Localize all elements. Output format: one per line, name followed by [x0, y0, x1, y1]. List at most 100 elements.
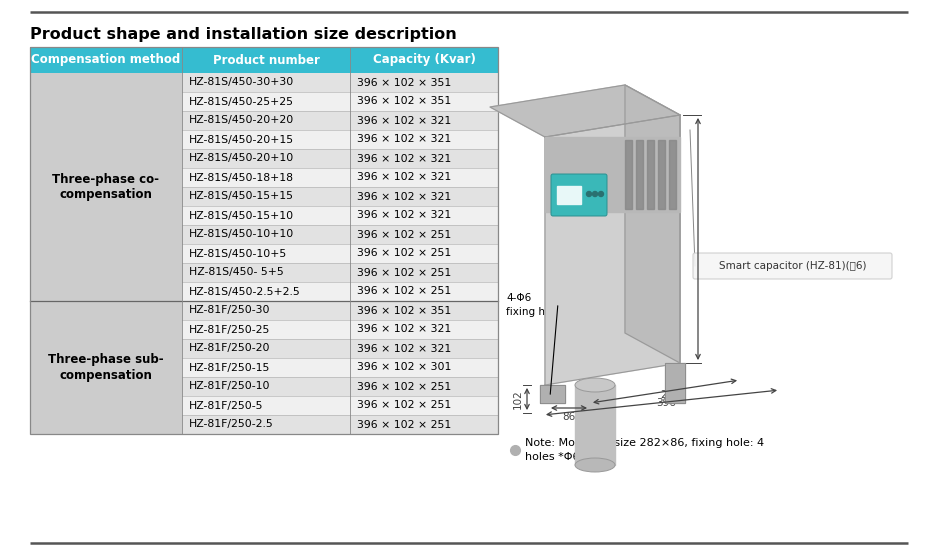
Bar [30, 396, 182, 415]
Text: Smart capacitor (HZ-81)(图6): Smart capacitor (HZ-81)(图6) [719, 261, 867, 271]
Text: 396 × 102 × 251: 396 × 102 × 251 [357, 381, 451, 391]
Bar [30, 47, 498, 73]
Text: 396 × 102 × 251: 396 × 102 × 251 [357, 420, 451, 430]
Bar [182, 339, 498, 358]
Text: HZ-81F/250-25: HZ-81F/250-25 [189, 325, 270, 335]
Text: Note: Mounting size 282×86, fixing hole: 4
holes *Φ6: Note: Mounting size 282×86, fixing hole:… [525, 437, 764, 462]
Bar [182, 396, 498, 415]
Bar [182, 415, 498, 434]
Text: HZ-81S/450-2.5+2.5: HZ-81S/450-2.5+2.5 [189, 286, 301, 296]
Text: Three-phase co-
compensation: Three-phase co- compensation [53, 173, 159, 201]
Text: HZ-81S/450-10+5: HZ-81S/450-10+5 [189, 249, 287, 259]
Text: 396 × 102 × 251: 396 × 102 × 251 [357, 249, 451, 259]
Polygon shape [647, 140, 654, 209]
Text: 396 × 102 × 351: 396 × 102 × 351 [357, 97, 451, 107]
Bar [30, 187, 182, 206]
Text: 396 × 102 × 251: 396 × 102 × 251 [357, 268, 451, 278]
Bar [30, 263, 182, 282]
Text: 396 × 102 × 351: 396 × 102 × 351 [357, 78, 451, 88]
Text: HZ-81S/450-20+20: HZ-81S/450-20+20 [189, 115, 295, 125]
Bar [30, 168, 182, 187]
Bar [30, 73, 182, 92]
Text: HZ-81S/450- 5+5: HZ-81S/450- 5+5 [189, 268, 284, 278]
Text: 396 × 102 × 321: 396 × 102 × 321 [357, 210, 451, 220]
Text: 396 × 102 × 251: 396 × 102 × 251 [357, 401, 451, 411]
Bar [30, 206, 182, 225]
Polygon shape [658, 140, 665, 209]
Text: 396: 396 [657, 398, 676, 408]
Bar [182, 320, 498, 339]
Text: 396 × 102 × 321: 396 × 102 × 321 [357, 115, 451, 125]
Polygon shape [625, 85, 680, 363]
Polygon shape [545, 115, 680, 385]
Bar [30, 415, 182, 434]
Bar [30, 111, 182, 130]
FancyBboxPatch shape [551, 174, 607, 216]
Text: HZ-81S/450-10+10: HZ-81S/450-10+10 [189, 230, 295, 240]
Text: HZ-81F/250-30: HZ-81F/250-30 [189, 305, 270, 315]
Bar [30, 320, 182, 339]
Text: Compensation method: Compensation method [31, 53, 181, 67]
Text: HZ-81F/250-5: HZ-81F/250-5 [189, 401, 264, 411]
Bar [182, 263, 498, 282]
Circle shape [593, 191, 598, 196]
Bar [182, 225, 498, 244]
Text: 396 × 102 × 321: 396 × 102 × 321 [357, 134, 451, 144]
Polygon shape [575, 385, 615, 465]
Text: Product number: Product number [213, 53, 320, 67]
Bar [30, 225, 182, 244]
Bar [182, 130, 498, 149]
Bar [182, 187, 498, 206]
Text: HZ-81F/250-10: HZ-81F/250-10 [189, 381, 270, 391]
Bar [30, 47, 498, 434]
Text: HZ-81S/450-20+10: HZ-81S/450-20+10 [189, 154, 295, 164]
Text: 396 × 102 × 321: 396 × 102 × 321 [357, 325, 451, 335]
Text: HZ-81F/250-15: HZ-81F/250-15 [189, 362, 270, 372]
Text: 396 × 102 × 251: 396 × 102 × 251 [357, 230, 451, 240]
Polygon shape [665, 363, 685, 403]
Bar [182, 282, 498, 301]
Text: 396 × 102 × 321: 396 × 102 × 321 [357, 191, 451, 201]
Bar [30, 377, 182, 396]
Bar [182, 358, 498, 377]
Text: HZ-81S/450-15+15: HZ-81S/450-15+15 [189, 191, 294, 201]
Text: Product shape and installation size description: Product shape and installation size desc… [30, 27, 457, 42]
Text: 396 × 102 × 321: 396 × 102 × 321 [357, 344, 451, 354]
Text: HZ-81F/250-2.5: HZ-81F/250-2.5 [189, 420, 274, 430]
Bar [182, 149, 498, 168]
Bar [30, 149, 182, 168]
Polygon shape [490, 85, 680, 137]
Bar [182, 301, 498, 320]
Text: HZ-81F/250-20: HZ-81F/250-20 [189, 344, 270, 354]
Text: HZ-81S/450-25+25: HZ-81S/450-25+25 [189, 97, 294, 107]
Text: 86: 86 [563, 412, 576, 422]
Text: 396 × 102 × 251: 396 × 102 × 251 [357, 286, 451, 296]
Bar [182, 111, 498, 130]
Text: 396 × 102 × 321: 396 × 102 × 321 [357, 154, 451, 164]
Text: Capacity (Kvar): Capacity (Kvar) [372, 53, 476, 67]
Polygon shape [669, 140, 676, 209]
Circle shape [586, 191, 592, 196]
Polygon shape [557, 186, 581, 204]
Circle shape [598, 191, 603, 196]
Bar [182, 377, 498, 396]
Text: 102: 102 [513, 389, 523, 409]
Bar [182, 73, 498, 92]
Polygon shape [545, 137, 680, 212]
Text: HZ-81S/450-15+10: HZ-81S/450-15+10 [189, 210, 295, 220]
Bar [30, 92, 182, 111]
Bar [182, 168, 498, 187]
Text: HZ-81S/450-20+15: HZ-81S/450-20+15 [189, 134, 295, 144]
Polygon shape [636, 140, 643, 209]
Text: 4-Φ6
fixing hole: 4-Φ6 fixing hole [506, 293, 561, 317]
Bar [30, 244, 182, 263]
Polygon shape [625, 140, 632, 209]
Polygon shape [540, 385, 565, 403]
FancyBboxPatch shape [693, 253, 892, 279]
Bar [182, 244, 498, 263]
Text: HZ-81S/450-30+30: HZ-81S/450-30+30 [189, 78, 295, 88]
Text: 396 × 102 × 301: 396 × 102 × 301 [357, 362, 451, 372]
Ellipse shape [575, 378, 615, 392]
Text: HZ-81S/450-18+18: HZ-81S/450-18+18 [189, 173, 294, 183]
Bar [182, 206, 498, 225]
